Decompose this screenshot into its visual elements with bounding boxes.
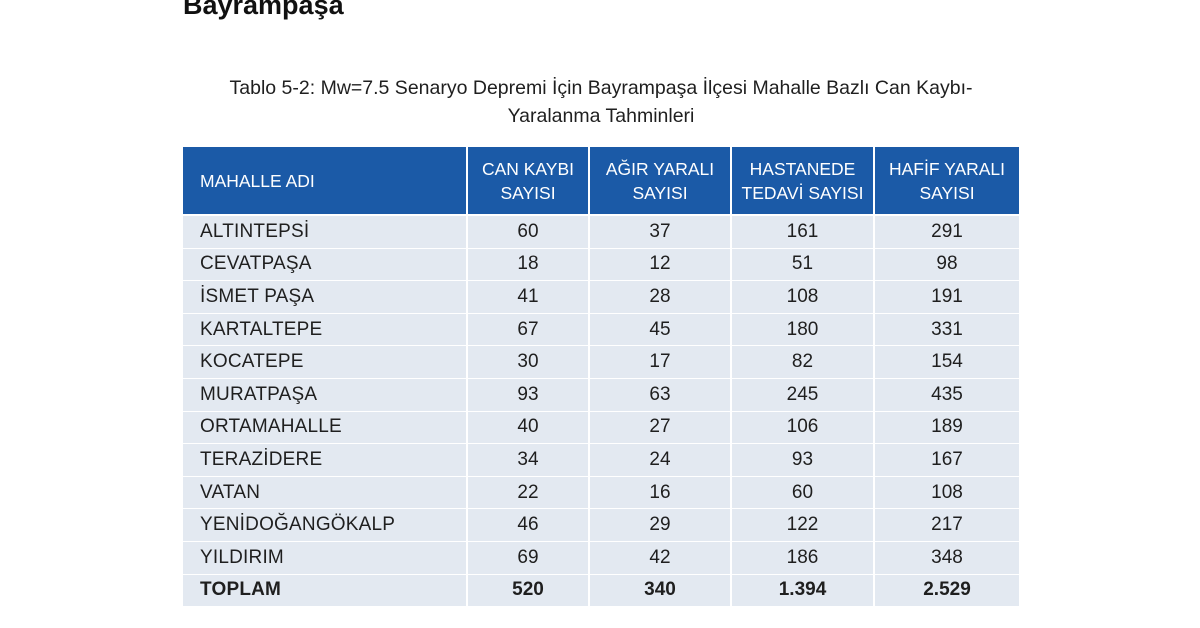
cell-agir-yarali: 16: [589, 476, 732, 510]
table-row: ALTINTEPSİ 60 37 161 291: [183, 215, 1019, 249]
cell-hastanede-tedavi: 108: [731, 280, 875, 314]
cell-agir-yarali: 45: [589, 313, 732, 347]
table-row: KARTALTEPE 67 45 180 331: [183, 313, 1019, 347]
table-row: VATAN 22 16 60 108: [183, 476, 1019, 510]
table-caption-line-2: Yaralanma Tahminleri: [507, 105, 695, 127]
total-cell-hastanede-tedavi: 1.394: [731, 574, 875, 607]
cell-hafif-yarali: 291: [874, 215, 1019, 249]
table-row: ORTAMAHALLE 40 27 106 189: [183, 411, 1019, 445]
cell-hastanede-tedavi: 186: [731, 541, 875, 575]
header-text-line: SAYISI: [500, 182, 556, 203]
cell-hastanede-tedavi: 93: [731, 443, 875, 477]
header-text-line: SAYISI: [632, 182, 688, 203]
table-total-row: TOPLAM 520 340 1.394 2.529: [183, 574, 1019, 607]
total-cell-can-kaybi: 520: [467, 574, 590, 607]
cell-hastanede-tedavi: 161: [731, 215, 875, 249]
cell-hafif-yarali: 435: [874, 378, 1019, 412]
table-row: MURATPAŞA 93 63 245 435: [183, 378, 1019, 412]
cell-can-kaybi: 67: [467, 313, 590, 347]
header-text-line: HASTANEDE: [749, 158, 856, 179]
cell-mahalle-adi: CEVATPAŞA: [183, 248, 468, 282]
table-row: YILDIRIM 69 42 186 348: [183, 541, 1019, 575]
cell-can-kaybi: 69: [467, 541, 590, 575]
cell-hafif-yarali: 331: [874, 313, 1019, 347]
cell-hastanede-tedavi: 180: [731, 313, 875, 347]
cell-hafif-yarali: 189: [874, 411, 1019, 445]
cell-can-kaybi: 40: [467, 411, 590, 445]
cell-agir-yarali: 12: [589, 248, 732, 282]
cell-hastanede-tedavi: 82: [731, 345, 875, 379]
cell-hafif-yarali: 98: [874, 248, 1019, 282]
cell-mahalle-adi: YENİDOĞANGÖKALP: [183, 508, 468, 542]
total-cell-mahalle-adi: TOPLAM: [183, 574, 468, 607]
cell-hafif-yarali: 108: [874, 476, 1019, 510]
table-body: ALTINTEPSİ 60 37 161 291 CEVATPAŞA 18 12 51 98 İSM…: [183, 215, 1019, 607]
cell-hastanede-tedavi: 60: [731, 476, 875, 510]
header-text-line: AĞIR YARALI: [605, 158, 715, 179]
cell-agir-yarali: 29: [589, 508, 732, 542]
cell-hastanede-tedavi: 245: [731, 378, 875, 412]
total-cell-hafif-yarali: 2.529: [923, 579, 971, 601]
cell-hastanede-tedavi: 122: [731, 508, 875, 542]
cell-can-kaybi: 22: [467, 476, 590, 510]
header-can-kaybi-sayisi: CAN KAYBI SAYISI: [467, 147, 590, 216]
cell-agir-yarali: 63: [589, 378, 732, 412]
cell-can-kaybi: 30: [467, 345, 590, 379]
cell-agir-yarali: 24: [589, 443, 732, 477]
cell-can-kaybi: 41: [467, 280, 590, 314]
cell-mahalle-adi: İSMET PAŞA: [183, 280, 468, 314]
header-text-line: CAN KAYBI: [481, 158, 575, 179]
cell-mahalle-adi: KOCATEPE: [183, 345, 468, 379]
table-row: TERAZİDERE 34 24 93 167: [183, 443, 1019, 477]
cell-hafif-yarali: 191: [874, 280, 1019, 314]
header-mahalle-adi: MAHALLE ADI: [183, 147, 468, 216]
cell-can-kaybi: 18: [467, 248, 590, 282]
header-hastanede-tedavi-sayisi: HASTANEDE TEDAVİ SAYISI: [731, 147, 875, 216]
cell-can-kaybi: 34: [467, 443, 590, 477]
header-text-line: HAFİF YARALI: [888, 158, 1006, 179]
table-header: MAHALLE ADI CAN KAYBI SAYISI AĞIR YARALI SAY…: [183, 147, 1019, 216]
cell-mahalle-adi: KARTALTEPE: [183, 313, 468, 347]
table-row: İSMET PAŞA 41 28 108 191: [183, 280, 1019, 314]
cell-mahalle-adi: MURATPAŞA: [183, 378, 468, 412]
cell-agir-yarali: 27: [589, 411, 732, 445]
header-text-line: SAYISI: [919, 182, 975, 203]
cell-hastanede-tedavi: 106: [731, 411, 875, 445]
cell-agir-yarali: 17: [589, 345, 732, 379]
table-row: YENİDOĞANGÖKALP 46 29 122 217: [183, 508, 1019, 542]
cell-hafif-yarali: 154: [874, 345, 1019, 379]
cell-mahalle-adi: VATAN: [183, 476, 468, 510]
cell-hafif-yarali: 217: [874, 508, 1019, 542]
cell-can-kaybi: 93: [467, 378, 590, 412]
table-caption-line-1: Tablo 5-2: Mw=7.5 Senaryo Depremi İçin B…: [229, 77, 973, 99]
page-heading: Bayrampaşa: [183, 0, 344, 20]
cell-hastanede-tedavi: 51: [731, 248, 875, 282]
header-hafif-yarali-sayisi: HAFİF YARALI SAYISI: [874, 147, 1019, 216]
cell-mahalle-adi: TERAZİDERE: [183, 443, 468, 477]
cell-hafif-yarali: 167: [874, 443, 1019, 477]
cell-mahalle-adi: YILDIRIM: [183, 541, 468, 575]
header-text-line: MAHALLE ADI: [200, 170, 315, 191]
cell-hafif-yarali: 348: [874, 541, 1019, 575]
table-caption: Tablo 5-2: Mw=7.5 Senaryo Depremi İçin B…: [183, 74, 1019, 130]
cell-agir-yarali: 28: [589, 280, 732, 314]
total-cell-agir-yarali: 340: [589, 574, 732, 607]
cell-can-kaybi: 46: [467, 508, 590, 542]
cell-mahalle-adi: ALTINTEPSİ: [183, 215, 468, 249]
header-text-line: TEDAVİ SAYISI: [741, 182, 864, 203]
table-row: KOCATEPE 30 17 82 154: [183, 345, 1019, 379]
cell-agir-yarali: 37: [589, 215, 732, 249]
table-row: CEVATPAŞA 18 12 51 98: [183, 248, 1019, 282]
header-agir-yarali-sayisi: AĞIR YARALI SAYISI: [589, 147, 732, 216]
cell-mahalle-adi: ORTAMAHALLE: [183, 411, 468, 445]
cell-can-kaybi: 60: [467, 215, 590, 249]
casualty-estimates-table: MAHALLE ADI CAN KAYBI SAYISI AĞIR YARALI SAY…: [183, 147, 1019, 607]
cell-agir-yarali: 42: [589, 541, 732, 575]
table-header-row: MAHALLE ADI CAN KAYBI SAYISI AĞIR YARALI SAY…: [183, 147, 1019, 216]
